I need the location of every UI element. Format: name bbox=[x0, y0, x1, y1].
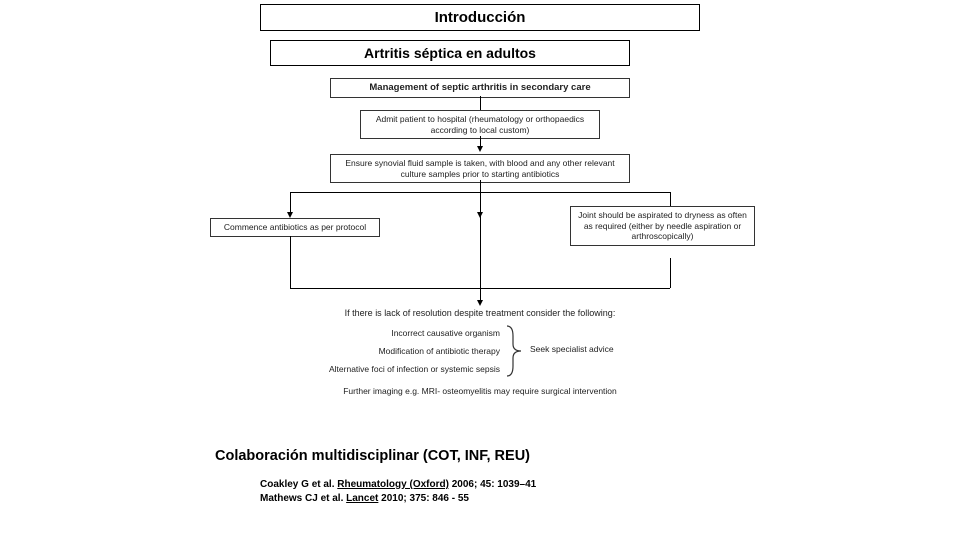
box-aspirate: Joint should be aspirated to dryness as … bbox=[570, 206, 755, 246]
box-ensure: Ensure synovial fluid sample is taken, w… bbox=[330, 154, 630, 183]
box-admit: Admit patient to hospital (rheumatology … bbox=[360, 110, 600, 139]
text-commence: Commence antibiotics as per protocol bbox=[224, 222, 366, 232]
ref2-cite: 2010; 375: 846 - 55 bbox=[378, 493, 469, 504]
header-title-box: Introducción bbox=[260, 4, 700, 31]
text-seek: Seek specialist advice bbox=[530, 344, 670, 354]
box-commence: Commence antibiotics as per protocol bbox=[210, 218, 380, 237]
ref1-journal: Rheumatology (Oxford) bbox=[337, 479, 449, 490]
text-admit: Admit patient to hospital (rheumatology … bbox=[376, 114, 584, 135]
text-consider-title: If there is lack of resolution despite t… bbox=[300, 308, 660, 318]
text-consider-2: Modification of antibiotic therapy bbox=[280, 346, 500, 356]
references: Coakley G et al. Rheumatology (Oxford) 2… bbox=[260, 478, 536, 506]
arrow-down-icon bbox=[477, 146, 483, 152]
ref1-cite: 2006; 45: 1039–41 bbox=[449, 479, 536, 490]
connector bbox=[480, 96, 481, 110]
collab-text: Colaboración multidisciplinar (COT, INF,… bbox=[215, 448, 530, 464]
header-title: Introducción bbox=[269, 9, 691, 26]
connector bbox=[480, 180, 481, 192]
connector bbox=[290, 192, 291, 214]
ref2-journal: Lancet bbox=[346, 493, 378, 504]
brace-icon bbox=[505, 324, 525, 378]
text-aspirate: Joint should be aspirated to dryness as … bbox=[578, 210, 747, 241]
header-subtitle-box: Artritis séptica en adultos bbox=[270, 40, 630, 66]
reference-2: Mathews CJ et al. Lancet 2010; 375: 846 … bbox=[260, 492, 536, 506]
header-subtitle: Artritis séptica en adultos bbox=[279, 45, 621, 61]
connector bbox=[480, 192, 481, 214]
connector bbox=[670, 258, 671, 288]
ref1-authors: Coakley G et al. bbox=[260, 479, 337, 490]
box-management-title: Management of septic arthritis in second… bbox=[330, 78, 630, 98]
text-ensure: Ensure synovial fluid sample is taken, w… bbox=[345, 158, 614, 179]
text-consider-3: Alternative foci of infection or systemi… bbox=[280, 364, 500, 374]
text-consider-1: Incorrect causative organism bbox=[280, 328, 500, 338]
connector bbox=[480, 216, 481, 288]
connector bbox=[290, 236, 291, 288]
arrow-down-icon bbox=[477, 300, 483, 306]
reference-1: Coakley G et al. Rheumatology (Oxford) 2… bbox=[260, 478, 536, 492]
flowchart: Management of septic arthritis in second… bbox=[200, 78, 760, 438]
text-management: Management of septic arthritis in second… bbox=[369, 82, 590, 93]
text-further: Further imaging e.g. MRI- osteomyelitis … bbox=[290, 386, 670, 396]
ref2-authors: Mathews CJ et al. bbox=[260, 493, 346, 504]
